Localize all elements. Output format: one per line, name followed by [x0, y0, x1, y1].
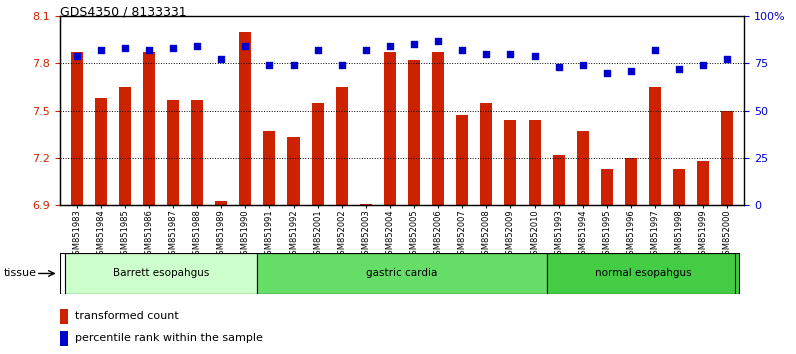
Point: [287, 62, 300, 68]
Bar: [71, 52, 83, 205]
Bar: [480, 103, 493, 205]
Point: [360, 47, 373, 53]
Point: [191, 44, 204, 49]
Text: gastric cardia: gastric cardia: [366, 268, 438, 279]
Point: [504, 51, 517, 57]
Point: [529, 53, 541, 58]
Bar: [336, 87, 348, 205]
Bar: [191, 99, 203, 205]
FancyBboxPatch shape: [64, 253, 257, 294]
FancyBboxPatch shape: [257, 253, 547, 294]
Bar: [408, 60, 420, 205]
Point: [480, 51, 493, 57]
Point: [721, 57, 734, 62]
Bar: [456, 115, 468, 205]
Text: transformed count: transformed count: [75, 312, 178, 321]
Bar: [60, 309, 68, 324]
Bar: [601, 169, 613, 205]
Bar: [529, 120, 540, 205]
Bar: [625, 158, 637, 205]
Point: [384, 44, 396, 49]
Bar: [60, 331, 68, 346]
Bar: [240, 32, 252, 205]
Bar: [432, 52, 444, 205]
Bar: [577, 131, 589, 205]
Text: normal esopahgus: normal esopahgus: [595, 268, 692, 279]
Bar: [215, 201, 227, 205]
Bar: [95, 98, 107, 205]
Point: [142, 47, 155, 53]
Point: [431, 38, 444, 44]
Point: [166, 45, 179, 51]
Point: [119, 45, 131, 51]
Point: [625, 68, 638, 74]
Point: [311, 47, 324, 53]
Bar: [360, 204, 372, 205]
Text: tissue: tissue: [4, 268, 37, 279]
Point: [649, 47, 661, 53]
Bar: [721, 110, 733, 205]
Point: [263, 62, 275, 68]
Text: percentile rank within the sample: percentile rank within the sample: [75, 333, 263, 343]
Bar: [287, 137, 299, 205]
Point: [600, 70, 613, 76]
Point: [576, 62, 589, 68]
Bar: [649, 87, 661, 205]
Bar: [119, 87, 131, 205]
Point: [70, 53, 83, 58]
Point: [456, 47, 469, 53]
Bar: [384, 52, 396, 205]
Point: [215, 57, 228, 62]
Bar: [697, 161, 709, 205]
Point: [239, 44, 252, 49]
Bar: [552, 155, 564, 205]
Text: Barrett esopahgus: Barrett esopahgus: [113, 268, 209, 279]
FancyBboxPatch shape: [547, 253, 739, 294]
Point: [335, 62, 348, 68]
Point: [408, 41, 420, 47]
Point: [673, 66, 685, 72]
Bar: [311, 103, 324, 205]
Bar: [505, 120, 517, 205]
Bar: [673, 169, 685, 205]
Point: [697, 62, 710, 68]
Text: GDS4350 / 8133331: GDS4350 / 8133331: [60, 5, 186, 18]
Bar: [263, 131, 275, 205]
Point: [94, 47, 107, 53]
Point: [552, 64, 565, 70]
Bar: [167, 99, 179, 205]
Bar: [142, 52, 155, 205]
